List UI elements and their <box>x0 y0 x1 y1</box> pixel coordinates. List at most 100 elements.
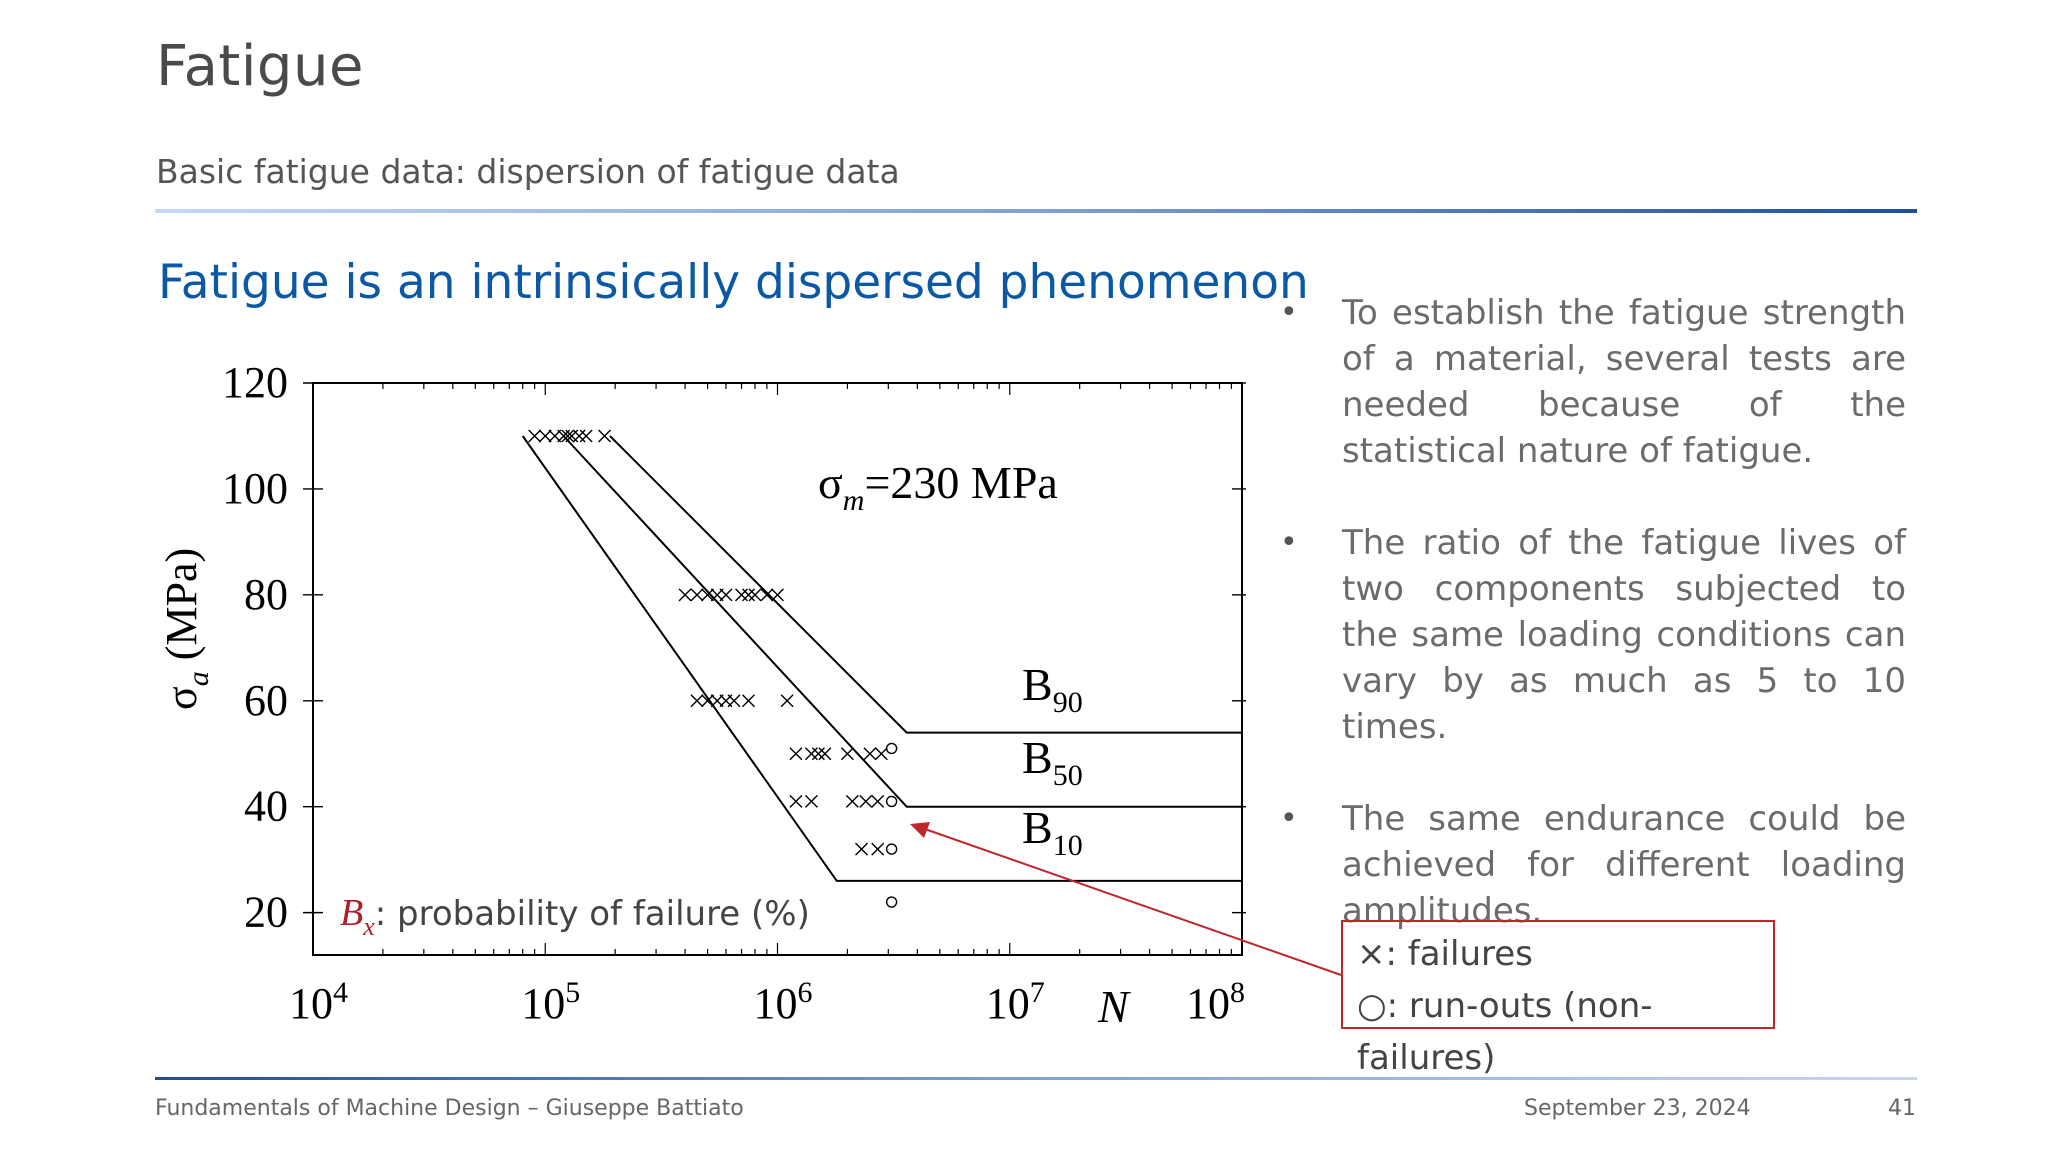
note-subscript: x <box>362 912 375 941</box>
failure-marker <box>701 694 715 708</box>
x-tick-base: 10 <box>1186 979 1230 1028</box>
failure-marker <box>859 794 873 808</box>
annotation-subscript: m <box>843 484 865 517</box>
y-label-symbol: σ <box>157 686 206 710</box>
failure-marker <box>871 794 885 808</box>
bullet-text: The same endurance could be achieved for… <box>1342 799 1906 931</box>
bullet-text: To establish the fatigue strength of a m… <box>1342 293 1906 471</box>
runout-marker <box>885 896 898 908</box>
curve-label-b90: B90 <box>1022 659 1083 719</box>
failure-marker <box>561 429 575 443</box>
percentile-curve-b90 <box>609 435 1242 734</box>
x-tick-label: 104 <box>289 976 348 1028</box>
x-tick-base: 10 <box>986 979 1030 1028</box>
curve-label-letter: B <box>1022 659 1053 710</box>
percentile-curve-b50 <box>562 435 1242 808</box>
x-tick-base: 10 <box>754 979 798 1028</box>
runout-marker <box>885 843 898 855</box>
failure-marker <box>741 694 755 708</box>
header-divider <box>155 209 1917 213</box>
bullet-text: The ratio of the fatigue lives of two co… <box>1342 523 1906 747</box>
failure-marker <box>789 747 803 761</box>
footer-divider <box>155 1077 1917 1080</box>
probability-note: Bx: probability of failure (%) <box>340 892 810 941</box>
failure-marker <box>678 588 692 602</box>
annotation-symbol: σ <box>818 457 843 508</box>
failure-marker <box>719 588 733 602</box>
y-axis-label: σa (MPa) <box>157 548 215 710</box>
legend-arrow-line <box>921 827 1342 976</box>
failure-marker <box>845 794 859 808</box>
x-tick-label: 107 <box>986 976 1045 1028</box>
x-tick-exponent: 5 <box>565 976 580 1009</box>
plot-frame <box>312 382 1243 956</box>
note-text: : probability of failure (%) <box>375 894 810 934</box>
y-tick-label: 60 <box>244 676 288 725</box>
runout-marker <box>885 742 898 755</box>
failure-marker <box>840 747 854 761</box>
y-tick-label: 20 <box>244 888 288 937</box>
failure-marker <box>690 694 704 708</box>
bullet-item: • The same endurance could be achieved fo… <box>1280 796 1906 934</box>
annotation-value: =230 MPa <box>864 457 1057 508</box>
marker-legend-box: ×: failures ○: run-outs (non-failures) <box>1341 920 1775 1078</box>
curve-label-subscript: 50 <box>1053 759 1083 792</box>
failure-marker <box>874 747 888 761</box>
failure-marker <box>528 429 542 443</box>
curve-label-b50: B50 <box>1022 732 1083 792</box>
failure-marker <box>701 588 715 602</box>
x-tick-label: 105 <box>521 976 580 1028</box>
footer-course: Fundamentals of Machine Design – Giusepp… <box>155 1096 744 1121</box>
y-label-unit: (MPa) <box>157 548 206 671</box>
curve-label-subscript: 10 <box>1053 829 1083 862</box>
percentile-curve-b10 <box>521 435 1242 882</box>
legend-failures: ×: failures <box>1357 934 1533 974</box>
y-tick-label: 80 <box>244 570 288 619</box>
curve-label-letter: B <box>1022 802 1053 853</box>
note-symbol: B <box>340 892 363 934</box>
bullet-item: • The ratio of the fatigue lives of two c… <box>1280 520 1906 750</box>
bullet-list: • To establish the fatigue strength of a … <box>1280 290 1906 980</box>
bullet-item: • To establish the fatigue strength of a … <box>1280 290 1906 474</box>
x-axis-label: N <box>1097 981 1131 1032</box>
y-label-subscript: a <box>182 671 215 686</box>
failure-marker <box>690 588 704 602</box>
curve-label-b10: B10 <box>1022 802 1083 862</box>
failure-marker <box>735 588 749 602</box>
footer-date: September 23, 2024 <box>1524 1096 1751 1121</box>
failure-marker <box>538 429 552 443</box>
y-tick-label: 40 <box>244 782 288 831</box>
x-tick-exponent: 7 <box>1030 976 1045 1009</box>
y-tick-label: 120 <box>222 358 288 407</box>
y-tick-label: 100 <box>222 464 288 513</box>
failure-marker <box>818 747 832 761</box>
curve-label-letter: B <box>1022 732 1053 783</box>
x-tick-label: 108 <box>1186 976 1245 1028</box>
failure-marker <box>741 588 755 602</box>
legend-runouts: ○: run-outs (non-failures) <box>1357 986 1653 1078</box>
slide-subtitle: Basic fatigue data: dispersion of fatigu… <box>156 152 900 191</box>
failure-marker <box>871 842 885 856</box>
runout-marker <box>885 795 898 808</box>
failure-marker <box>855 842 869 856</box>
curve-label-subscript: 90 <box>1053 686 1083 719</box>
failure-marker <box>789 794 803 808</box>
failure-marker <box>863 747 877 761</box>
bullet-dot-icon: • <box>1280 525 1298 560</box>
failure-marker <box>771 588 784 602</box>
x-tick-base: 10 <box>289 979 333 1028</box>
slide-title: Fatigue <box>156 34 364 99</box>
x-tick-exponent: 6 <box>798 976 813 1009</box>
x-tick-base: 10 <box>521 979 565 1028</box>
failure-marker <box>748 588 762 602</box>
section-heading: Fatigue is an intrinsically dispersed ph… <box>158 255 1309 310</box>
page-number: 41 <box>1888 1096 1916 1121</box>
failure-marker <box>727 694 741 708</box>
failure-marker <box>579 429 593 443</box>
x-tick-exponent: 4 <box>333 976 348 1009</box>
failure-marker <box>598 429 612 443</box>
failure-marker <box>804 794 818 808</box>
failure-marker <box>760 588 774 602</box>
bullet-dot-icon: • <box>1280 801 1298 836</box>
